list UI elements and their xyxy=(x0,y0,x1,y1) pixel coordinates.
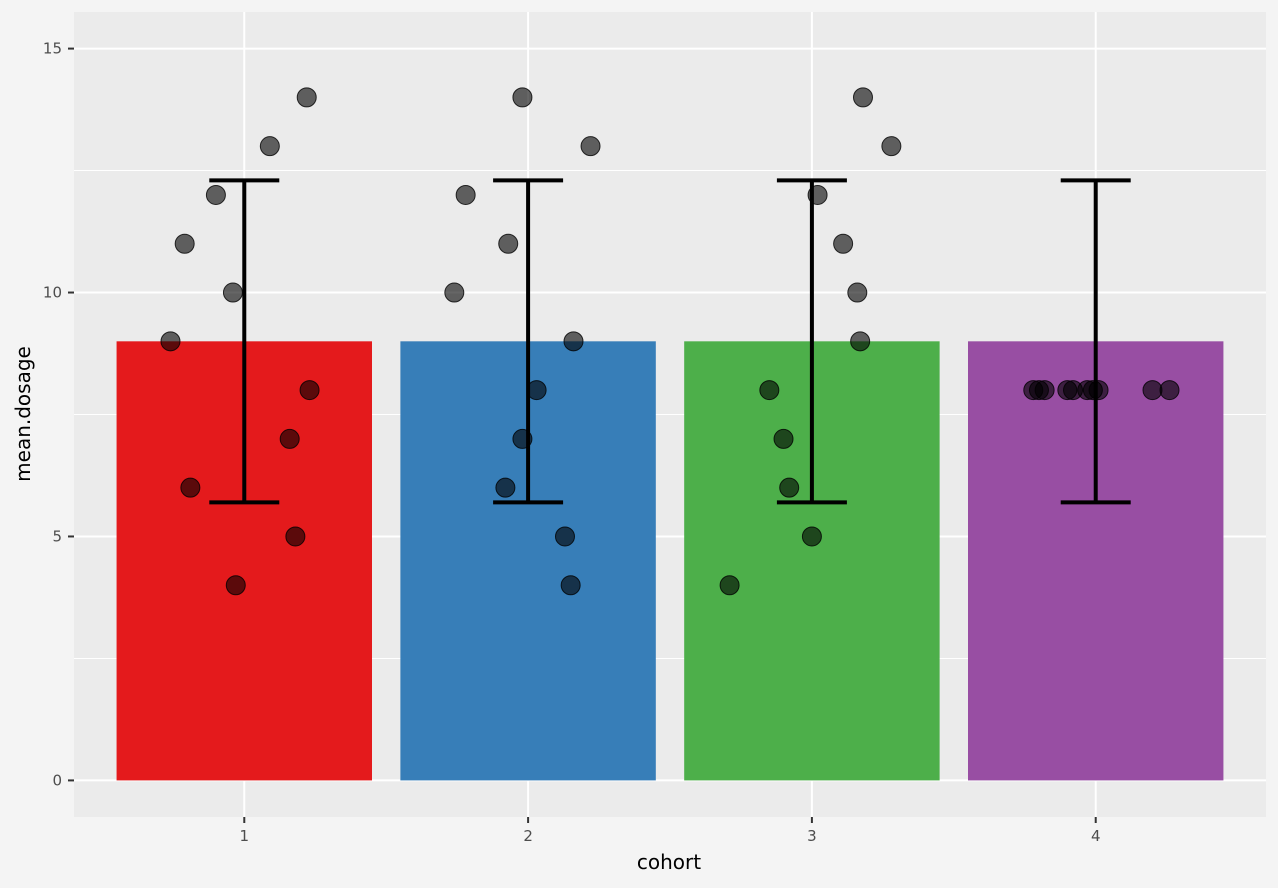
x-tick-label: 1 xyxy=(240,827,250,845)
x-tick-label: 3 xyxy=(807,827,817,845)
data-point xyxy=(1088,380,1109,401)
data-point xyxy=(554,526,575,547)
error-bar-cohort-1 xyxy=(209,178,280,505)
y-tick-label: 10 xyxy=(43,284,62,302)
data-point xyxy=(852,87,873,108)
y-tick-label: 0 xyxy=(52,771,62,789)
data-point xyxy=(1034,380,1055,401)
data-point xyxy=(850,331,871,352)
data-point xyxy=(1159,380,1180,401)
data-point xyxy=(259,136,280,157)
data-point xyxy=(299,380,320,401)
data-point xyxy=(444,282,465,303)
error-bars xyxy=(209,178,1131,505)
error-bar-cohort-3 xyxy=(776,178,847,505)
axes: 0 5 10 15 1 2 3 4 xyxy=(43,40,1101,845)
data-point xyxy=(160,331,181,352)
data-point xyxy=(881,136,902,157)
data-point xyxy=(560,575,581,596)
data-point xyxy=(296,87,317,108)
data-point xyxy=(174,233,195,254)
data-point xyxy=(759,380,780,401)
data-point xyxy=(1142,380,1163,401)
data-point xyxy=(801,526,822,547)
y-tick-label: 5 xyxy=(52,527,62,545)
data-point xyxy=(455,184,476,205)
y-tick-label: 15 xyxy=(43,40,62,58)
data-point xyxy=(222,282,243,303)
x-axis-title: cohort xyxy=(637,850,701,874)
data-point xyxy=(563,331,584,352)
data-point xyxy=(719,575,740,596)
data-point xyxy=(512,87,533,108)
data-points xyxy=(160,87,1180,596)
error-bar-cohort-2 xyxy=(493,178,564,505)
y-axis-title: mean.dosage xyxy=(11,346,35,482)
data-point xyxy=(205,184,226,205)
data-point xyxy=(225,575,246,596)
data-point xyxy=(580,136,601,157)
data-point xyxy=(847,282,868,303)
data-point xyxy=(773,428,794,449)
x-tick-label: 2 xyxy=(523,827,533,845)
data-point xyxy=(498,233,519,254)
data-point xyxy=(833,233,854,254)
data-point xyxy=(495,477,516,498)
data-point xyxy=(285,526,306,547)
error-bar-cohort-4 xyxy=(1060,178,1131,505)
data-point xyxy=(279,428,300,449)
x-tick-label: 4 xyxy=(1091,827,1101,845)
data-point xyxy=(779,477,800,498)
data-point xyxy=(180,477,201,498)
